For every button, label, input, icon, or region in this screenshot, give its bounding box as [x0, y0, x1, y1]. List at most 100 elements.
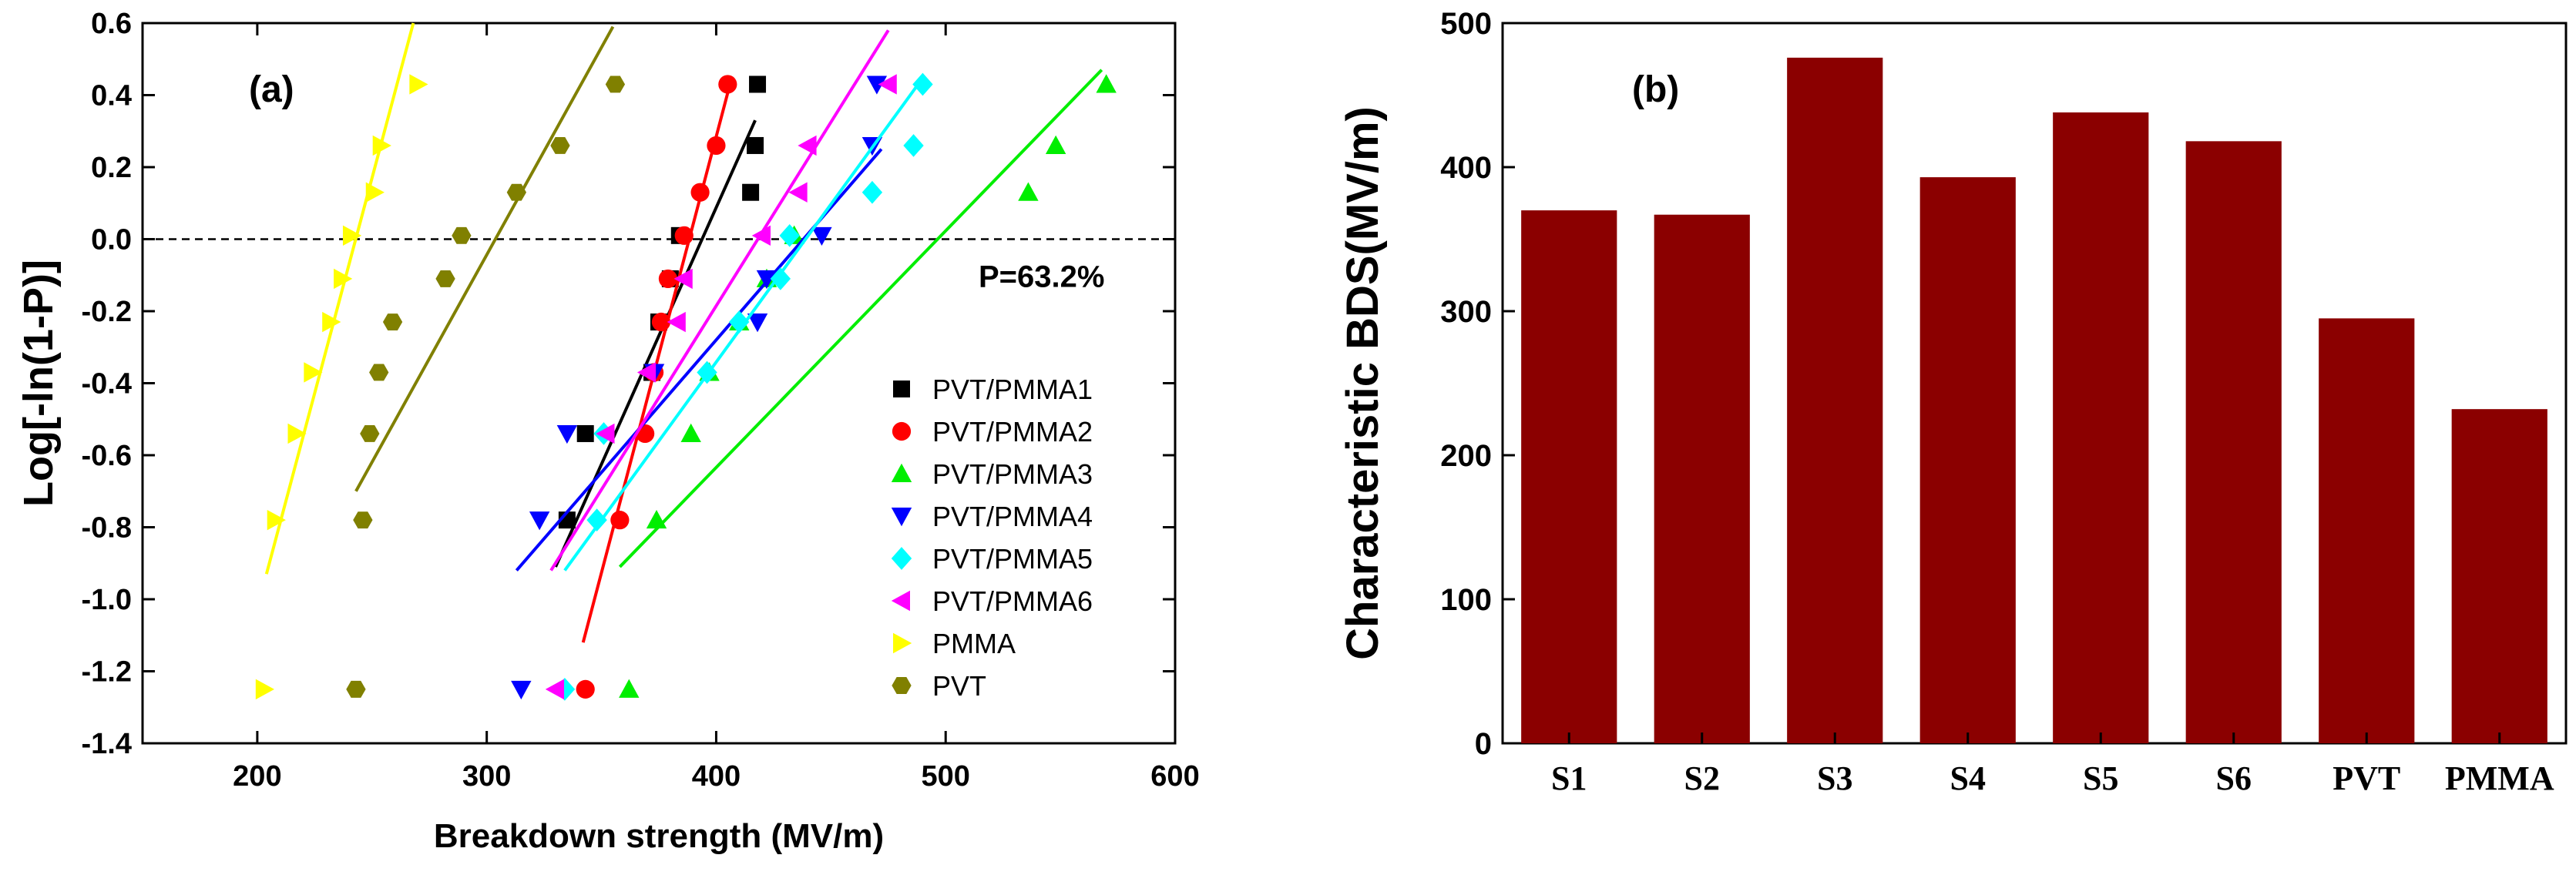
data-point-pvt-pmma1 [747, 136, 764, 154]
bar-s1 [1521, 210, 1617, 744]
data-point-pvt-pmma5 [912, 72, 933, 96]
legend-label-pvt-pmma1: PVT/PMMA1 [932, 374, 1093, 405]
data-point-pmma [342, 225, 362, 246]
y-tick-label: -0.2 [82, 296, 132, 328]
y-tick-label: -0.8 [82, 512, 132, 545]
data-point-pmma [267, 509, 286, 531]
bar-pvt [2319, 318, 2415, 744]
bar-s5 [2053, 112, 2149, 743]
characteristic-bds-bar-chart: 0 100 200 300 400 500 Characteristic BDS(MV/m)… [1310, 0, 2576, 875]
data-point-pvt-pmma2 [651, 312, 671, 332]
y-axis-title: Characteristic BDS(MV/m) [1338, 106, 1388, 660]
data-point-pvt-pmma2 [674, 226, 694, 245]
data-point-pvt [369, 364, 389, 381]
data-point-pvt-pmma4 [511, 680, 532, 700]
data-point-pvt-pmma6 [673, 268, 693, 290]
y-tick-label: 0 [1475, 727, 1492, 761]
legend-marker-pmma [893, 632, 912, 654]
data-point-pvt-pmma4 [747, 313, 768, 333]
y-tick-label: -1.4 [82, 728, 132, 760]
x-axis-title: Breakdown strength (MV/m) [434, 817, 884, 855]
data-point-pvt-pmma6 [751, 225, 771, 246]
data-point-pvt-pmma6 [798, 135, 817, 156]
y-tick-label: 300 [1440, 295, 1492, 329]
data-point-pvt-pmma5 [729, 310, 750, 334]
data-point-pvt-pmma3 [646, 509, 667, 529]
series-pmma [255, 22, 428, 700]
category-label-s6: S6 [2216, 759, 2252, 797]
category-label-s4: S4 [1950, 759, 1986, 797]
data-point-pmma [287, 423, 307, 444]
legend-marker-pvt-pmma2 [892, 421, 912, 441]
category-label-s5: S5 [2083, 759, 2118, 797]
data-point-pvt-pmma3 [680, 423, 701, 442]
data-point-pmma [255, 679, 275, 700]
data-point-pvt-pmma6 [636, 362, 657, 383]
x-tick-label: 400 [692, 760, 741, 793]
category-label-s1: S1 [1551, 759, 1587, 797]
data-point-pvt-pmma5 [586, 508, 607, 531]
series-pvt-pmma2 [576, 75, 737, 699]
reference-line-label: P=63.2% [979, 260, 1104, 294]
y-tick-label: -1.0 [82, 584, 132, 616]
y-tick-label: 0.2 [91, 152, 132, 184]
data-point-pvt-pmma5 [779, 223, 800, 247]
data-point-pmma [322, 311, 341, 333]
data-point-pvt-pmma1 [749, 75, 767, 93]
breakdown-weibull-chart: 200 300 400 500 600 -1.4 -1.2 -1.0 -0.8 -0.6 -0.4 -… [0, 0, 1271, 875]
data-point-pvt-pmma2 [690, 183, 710, 202]
data-point-pvt-pmma2 [610, 511, 630, 530]
y-tick-label: 0.6 [91, 8, 132, 40]
category-label-s3: S3 [1817, 759, 1852, 797]
data-point-pvt-pmma5 [861, 180, 883, 204]
series-pvt-pmma6 [545, 29, 897, 700]
legend-marker-pvt [892, 677, 912, 694]
legend-label-pvt-pmma4: PVT/PMMA4 [932, 501, 1093, 532]
legend-label-pvt-pmma5: PVT/PMMA5 [932, 543, 1093, 575]
y-tick-label: -0.6 [82, 440, 132, 472]
data-point-pvt [452, 226, 472, 244]
data-point-pvt-pmma2 [636, 424, 655, 444]
data-point-pvt-pmma3 [1045, 135, 1066, 154]
fit-line-pmma [264, 22, 415, 575]
bar-s6 [2185, 141, 2282, 744]
data-point-pmma [365, 182, 385, 203]
data-point-pvt [506, 183, 527, 201]
x-tick-label: 600 [1150, 760, 1199, 793]
fit-line-pvt-pmma6 [549, 29, 890, 572]
data-point-pvt [435, 270, 455, 287]
data-point-pvt-pmma4 [866, 75, 888, 95]
legend: PVT/PMMA1 PVT/PMMA2 PVT/PMMA3 PVT/PMMA4 PVT/… [891, 374, 1093, 702]
bar-s3 [1787, 57, 1883, 743]
category-label-pmma: PMMA [2445, 759, 2554, 797]
data-point-pvt-pmma5 [697, 360, 717, 384]
data-point-pvt [605, 75, 626, 93]
data-point-pvt-pmma4 [756, 270, 778, 290]
data-point-pvt-pmma1 [576, 424, 594, 442]
data-point-pvt-pmma6 [596, 423, 615, 444]
y-tick-label: 200 [1440, 439, 1492, 473]
data-point-pmma [304, 362, 323, 383]
legend-marker-pvt-pmma4 [891, 508, 912, 527]
y-tick-label: 500 [1440, 7, 1492, 41]
data-point-pvt [346, 680, 366, 698]
x-tick-label: 200 [233, 760, 281, 793]
data-point-pvt-pmma4 [556, 424, 578, 444]
data-point-pvt-pmma2 [707, 136, 726, 156]
data-point-pvt-pmma5 [903, 134, 924, 157]
y-axis-title: Log[-ln(1-P)] [15, 260, 62, 507]
legend-marker-pvt-pmma1 [893, 381, 910, 397]
data-point-pvt-pmma6 [878, 74, 897, 95]
data-point-pmma [409, 74, 428, 95]
data-point-pvt-pmma2 [658, 269, 678, 289]
category-label-s2: S2 [1684, 759, 1720, 797]
category-label-pvt: PVT [2333, 759, 2400, 797]
data-point-pvt-pmma1 [742, 183, 760, 201]
bds-bar-plot-svg: 0 100 200 300 400 500 Characteristic BDS(MV/m)… [1338, 7, 2568, 797]
y-tick-label: 0.4 [91, 80, 132, 112]
legend-label-pmma: PMMA [932, 628, 1016, 659]
data-point-pmma [334, 268, 353, 290]
bar-s4 [1919, 177, 2016, 744]
data-point-pvt-pmma3 [619, 679, 640, 698]
legend-label-pvt-pmma3: PVT/PMMA3 [932, 458, 1093, 490]
